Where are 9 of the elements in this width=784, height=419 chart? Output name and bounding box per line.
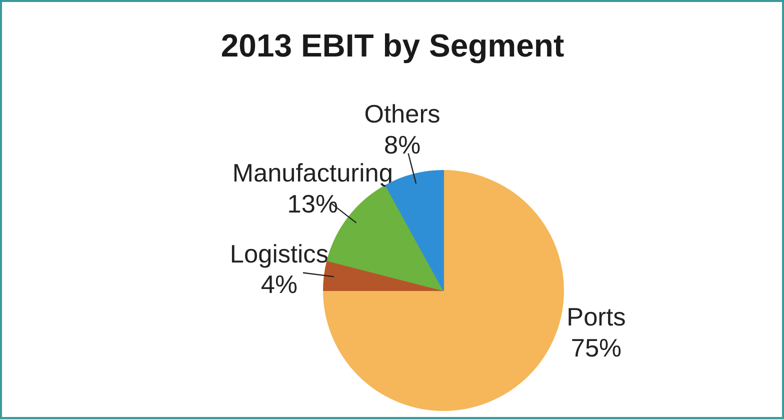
data-label: 4% [260,271,298,300]
data-label: 8% [384,132,421,160]
slice-label: Logistics [230,240,328,268]
chart-title: 2013 EBIT by Segment [220,28,564,64]
data-label: 13% [287,190,338,218]
data-label: 75% [570,334,622,362]
slice-label: Ports [566,304,626,332]
slice-label: Others [364,100,440,129]
slice-label: Manufacturing [232,160,393,188]
